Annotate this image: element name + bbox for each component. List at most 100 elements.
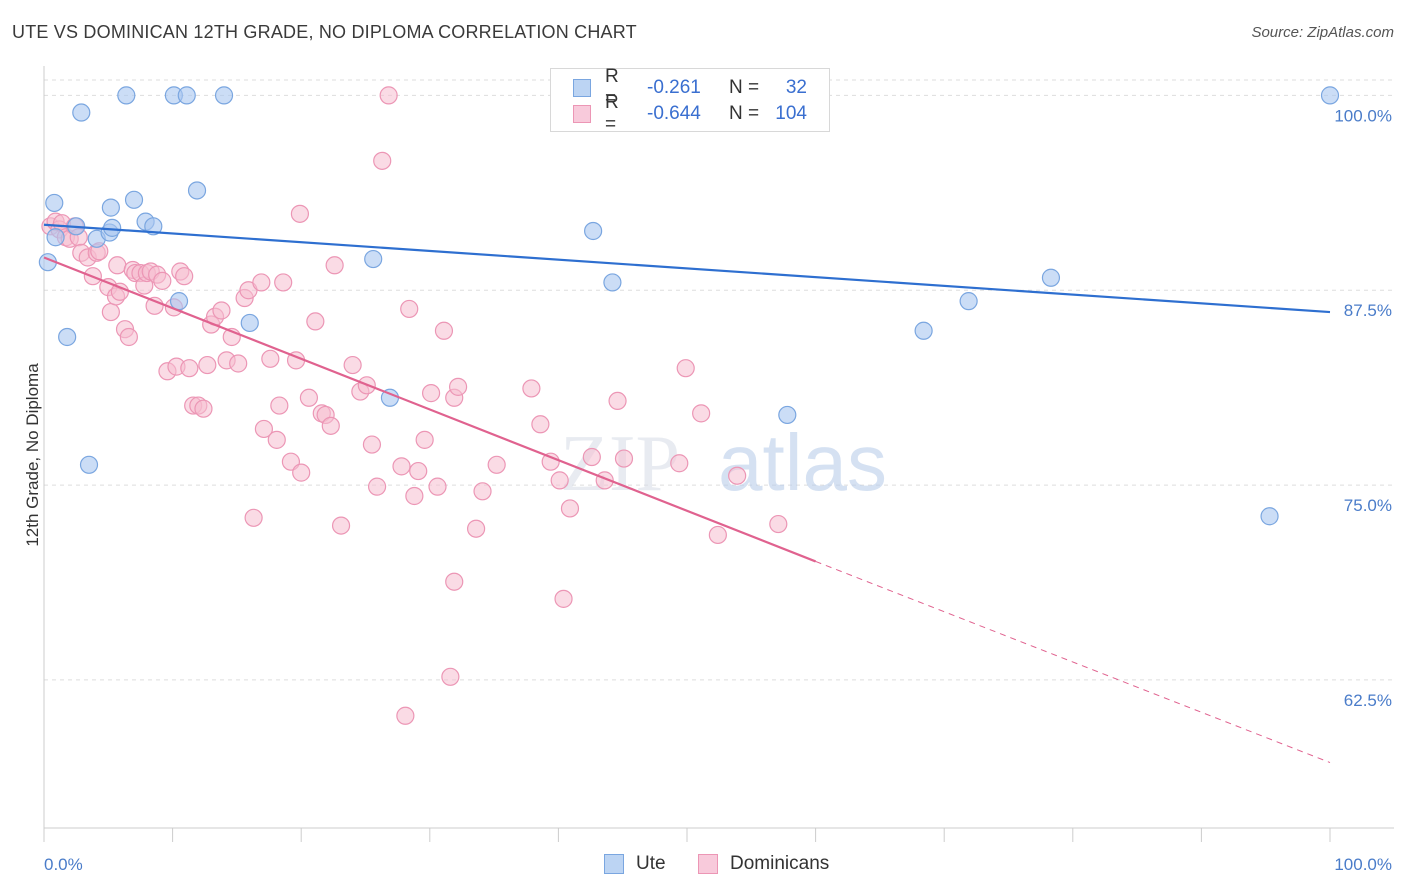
ute-point xyxy=(214,86,234,105)
dominicans-point xyxy=(306,312,325,331)
bottom-legend-ute: Ute xyxy=(604,852,666,876)
dominicans-point xyxy=(373,151,392,170)
legend-n-value-ute: 32 xyxy=(785,77,807,98)
stats-legend: R = -0.261 N = 32 R = -0.644 N = 104 xyxy=(550,66,830,135)
trend-lines xyxy=(43,223,1331,763)
dominicans-point xyxy=(434,321,454,340)
dominicans-trend-extension xyxy=(815,560,1331,763)
dominicans-point xyxy=(448,377,468,396)
dominicans-point xyxy=(550,471,569,490)
bottom-legend-label-dominicans: Dominicans xyxy=(730,853,830,874)
dominicans-point xyxy=(274,273,293,292)
dominicans-point xyxy=(119,327,138,347)
dominicans-point xyxy=(405,486,424,506)
dominicans-point xyxy=(560,499,580,518)
ute-point xyxy=(1041,268,1061,287)
dominicans-point xyxy=(421,384,441,403)
dominicans-point xyxy=(292,463,311,482)
watermark-atlas: atlas xyxy=(718,418,887,507)
ute-point xyxy=(45,193,64,213)
dominicans-point xyxy=(367,477,387,496)
dominicans-point xyxy=(212,301,231,320)
tick-labels: 100.0% 87.5% 75.0% 62.5% 0.0% 100.0% xyxy=(44,106,1392,874)
dominicans-point xyxy=(321,416,340,435)
bottom-legend-label-ute: Ute xyxy=(636,853,666,874)
dominicans-point xyxy=(331,516,351,535)
dominicans-point xyxy=(692,404,711,423)
y-tick-label: 87.5% xyxy=(1344,301,1392,320)
dominicans-point xyxy=(244,508,263,527)
ute-point xyxy=(1260,507,1279,526)
y-tick-label: 100.0% xyxy=(1334,106,1392,125)
grid-lines xyxy=(44,79,1394,681)
bottom-legend-swatch-dominicans xyxy=(698,854,718,874)
dominicans-point xyxy=(362,435,382,454)
dominicans-point xyxy=(582,447,601,467)
legend-r-label: R = xyxy=(605,66,619,109)
dominicans-point xyxy=(261,349,280,368)
dominicans-point xyxy=(379,86,398,105)
dominicans-point xyxy=(267,430,286,449)
dominicans-points xyxy=(41,86,788,725)
dominicans-point xyxy=(769,514,788,534)
dominicans-point xyxy=(290,204,310,223)
ute-point xyxy=(144,217,163,236)
ute-point xyxy=(101,198,120,217)
legend-row-ute: R = -0.261 N = 32 xyxy=(573,66,807,109)
dominicans-trend-line xyxy=(43,256,817,563)
legend-row-dominicans: R = -0.644 N = 104 xyxy=(573,92,807,135)
dominicans-point xyxy=(487,455,506,474)
legend-r-value-dominicans: -0.644 xyxy=(647,103,701,124)
dominicans-point xyxy=(396,706,415,725)
dominicans-point xyxy=(175,267,194,286)
y-tick-label: 62.5% xyxy=(1344,691,1392,710)
dominicans-point xyxy=(428,477,447,496)
dominicans-point xyxy=(108,256,127,275)
ute-point xyxy=(1320,86,1340,105)
ute-point xyxy=(117,86,136,105)
dominicans-point xyxy=(400,299,419,319)
axes xyxy=(43,66,1394,842)
ute-point xyxy=(103,218,122,237)
dominicans-point xyxy=(614,449,634,468)
x-tick-label: 100.0% xyxy=(1334,855,1392,874)
dominicans-point xyxy=(708,525,727,545)
dominicans-point xyxy=(554,589,573,608)
ute-point xyxy=(169,292,189,311)
ute-point xyxy=(177,86,196,105)
legend-n-label: N = xyxy=(729,103,760,124)
bottom-legend-dominicans: Dominicans xyxy=(698,852,829,876)
legend-swatch-ute xyxy=(573,79,591,97)
dominicans-point xyxy=(194,399,213,418)
dominicans-point xyxy=(153,271,172,290)
legend-n-value-dominicans: 104 xyxy=(775,103,807,124)
dominicans-point xyxy=(101,302,120,322)
dominicans-point xyxy=(441,667,460,686)
dominicans-point xyxy=(325,256,344,275)
ute-points xyxy=(38,86,1340,526)
x-tick-label: 0.0% xyxy=(44,855,83,874)
dominicans-point xyxy=(180,359,199,378)
dominicans-point xyxy=(198,355,217,375)
ute-point xyxy=(364,249,383,269)
dominicans-point xyxy=(270,396,289,415)
ute-point xyxy=(79,455,99,474)
dominicans-point xyxy=(608,391,627,410)
ute-point xyxy=(959,292,978,311)
legend-r-value-ute: -0.261 xyxy=(647,77,701,98)
dominicans-point xyxy=(531,415,550,434)
ute-point xyxy=(584,221,603,241)
dominicans-point xyxy=(229,354,248,373)
ute-point xyxy=(187,181,207,200)
dominicans-point xyxy=(343,355,362,375)
ute-point xyxy=(124,190,144,209)
chart-title: UTE VS DOMINICAN 12TH GRADE, NO DIPLOMA … xyxy=(12,22,637,42)
dominicans-point xyxy=(670,454,689,473)
dominicans-point xyxy=(299,388,319,407)
dominicans-point xyxy=(252,273,271,292)
bottom-legend-swatch-ute xyxy=(604,854,624,874)
source-label: Source: ZipAtlas.com xyxy=(1251,24,1394,41)
dominicans-point xyxy=(445,572,464,591)
dominicans-point xyxy=(473,482,492,501)
